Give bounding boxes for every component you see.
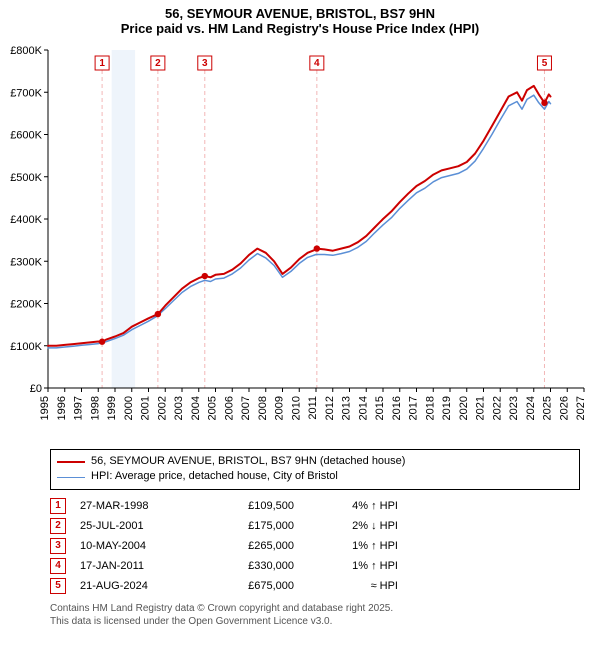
transaction-row: 3 10-MAY-2004 £265,000 1% ↑ HPI <box>50 536 580 556</box>
x-tick-label: 2025 <box>542 396 554 420</box>
transaction-row: 1 27-MAR-1998 £109,500 4% ↑ HPI <box>50 496 580 516</box>
y-tick-label: £300K <box>10 256 42 268</box>
transaction-delta: 2% ↓ HPI <box>308 520 398 532</box>
transaction-row: 4 17-JAN-2011 £330,000 1% ↑ HPI <box>50 556 580 576</box>
x-tick-label: 1995 <box>39 396 51 420</box>
chart-container: £0 £100K £200K £300K £400K £500K £600K £700K £80… <box>0 38 600 443</box>
x-tick-label: 1996 <box>56 396 68 420</box>
transaction-date: 10-MAY-2004 <box>80 540 190 552</box>
x-tick-label: 2013 <box>341 396 353 420</box>
transaction-delta: 1% ↑ HPI <box>308 540 398 552</box>
y-tick-label: £100K <box>10 341 42 353</box>
y-tick-label: £600K <box>10 130 42 142</box>
transaction-marker: 2 <box>50 518 66 534</box>
y-tick-label: £500K <box>10 172 42 184</box>
transaction-price: £330,000 <box>204 560 294 572</box>
chart-bg <box>0 38 600 443</box>
y-tick-label: £400K <box>10 214 42 226</box>
transaction-price: £265,000 <box>204 540 294 552</box>
x-tick-label: 2019 <box>441 396 453 420</box>
x-tick-label: 1998 <box>89 396 101 420</box>
x-tick-label: 1999 <box>106 396 118 420</box>
legend-swatch-hpi <box>57 477 85 478</box>
y-tick-label: £800K <box>10 45 42 57</box>
transaction-delta: ≈ HPI <box>308 580 398 592</box>
transaction-date: 17-JAN-2011 <box>80 560 190 572</box>
transaction-marker-label: 4 <box>314 58 320 69</box>
legend-label-subject: 56, SEYMOUR AVENUE, BRISTOL, BS7 9HN (de… <box>91 454 405 469</box>
x-tick-label: 2020 <box>458 396 470 420</box>
x-tick-label: 2024 <box>525 396 537 420</box>
transaction-marker: 5 <box>50 578 66 594</box>
x-tick-label: 2001 <box>140 396 152 420</box>
x-tick-label: 2000 <box>123 396 135 420</box>
transaction-date: 27-MAR-1998 <box>80 500 190 512</box>
x-tick-label: 2015 <box>374 396 386 420</box>
legend: 56, SEYMOUR AVENUE, BRISTOL, BS7 9HN (de… <box>50 449 580 490</box>
transaction-dot <box>314 245 320 251</box>
attribution: Contains HM Land Registry data © Crown c… <box>50 602 580 628</box>
x-tick-label: 2023 <box>508 396 520 420</box>
x-tick-label: 2004 <box>190 396 202 420</box>
x-tick-label: 2011 <box>307 396 319 420</box>
x-tick-label: 2016 <box>391 396 403 420</box>
x-tick-label: 2006 <box>223 396 235 420</box>
x-tick-label: 2026 <box>558 396 570 420</box>
attribution-line2: This data is licensed under the Open Gov… <box>50 615 580 628</box>
transaction-marker-label: 1 <box>99 58 105 69</box>
transaction-marker-label: 3 <box>202 58 208 69</box>
chart-title: 56, SEYMOUR AVENUE, BRISTOL, BS7 9HN <box>4 6 596 21</box>
attribution-line1: Contains HM Land Registry data © Crown c… <box>50 602 580 615</box>
transaction-marker: 1 <box>50 498 66 514</box>
transaction-price: £109,500 <box>204 500 294 512</box>
x-tick-label: 2007 <box>240 396 252 420</box>
legend-label-hpi: HPI: Average price, detached house, City… <box>91 469 338 484</box>
chart-subtitle: Price paid vs. HM Land Registry's House … <box>4 21 596 36</box>
transaction-delta: 4% ↑ HPI <box>308 500 398 512</box>
transaction-dot <box>541 100 547 106</box>
transaction-delta: 1% ↑ HPI <box>308 560 398 572</box>
transaction-dot <box>99 339 105 345</box>
x-tick-label: 2002 <box>156 396 168 420</box>
transaction-price: £675,000 <box>204 580 294 592</box>
x-tick-label: 2021 <box>475 396 487 420</box>
transaction-price: £175,000 <box>204 520 294 532</box>
legend-item-hpi: HPI: Average price, detached house, City… <box>57 469 573 484</box>
x-tick-label: 2014 <box>357 396 369 420</box>
transaction-dot <box>155 311 161 317</box>
transaction-row: 5 21-AUG-2024 £675,000 ≈ HPI <box>50 576 580 596</box>
x-tick-label: 2003 <box>173 396 185 420</box>
y-tick-label: £0 <box>30 383 42 395</box>
y-tick-label: £700K <box>10 87 42 99</box>
legend-item-subject: 56, SEYMOUR AVENUE, BRISTOL, BS7 9HN (de… <box>57 454 573 469</box>
transaction-marker: 4 <box>50 558 66 574</box>
transaction-row: 2 25-JUL-2001 £175,000 2% ↓ HPI <box>50 516 580 536</box>
transaction-marker: 3 <box>50 538 66 554</box>
transaction-date: 21-AUG-2024 <box>80 580 190 592</box>
chart-svg: £0 £100K £200K £300K £400K £500K £600K £700K £80… <box>0 38 600 443</box>
chart-header: 56, SEYMOUR AVENUE, BRISTOL, BS7 9HN Pri… <box>0 0 600 38</box>
legend-swatch-subject <box>57 461 85 463</box>
transaction-marker-label: 5 <box>542 58 548 69</box>
transaction-date: 25-JUL-2001 <box>80 520 190 532</box>
transaction-marker-label: 2 <box>155 58 161 69</box>
x-tick-label: 2009 <box>274 396 286 420</box>
x-tick-label: 2022 <box>491 396 503 420</box>
x-tick-label: 2008 <box>257 396 269 420</box>
x-tick-label: 1997 <box>73 396 85 420</box>
x-tick-label: 2017 <box>408 396 420 420</box>
transaction-dot <box>202 273 208 279</box>
transactions-table: 1 27-MAR-1998 £109,500 4% ↑ HPI 2 25-JUL-2001… <box>50 496 580 596</box>
x-tick-label: 2012 <box>324 396 336 420</box>
x-tick-label: 2005 <box>207 396 219 420</box>
y-tick-label: £200K <box>10 299 42 311</box>
x-tick-label: 2018 <box>424 396 436 420</box>
x-tick-label: 2027 <box>575 396 587 420</box>
x-tick-label: 2010 <box>290 396 302 420</box>
